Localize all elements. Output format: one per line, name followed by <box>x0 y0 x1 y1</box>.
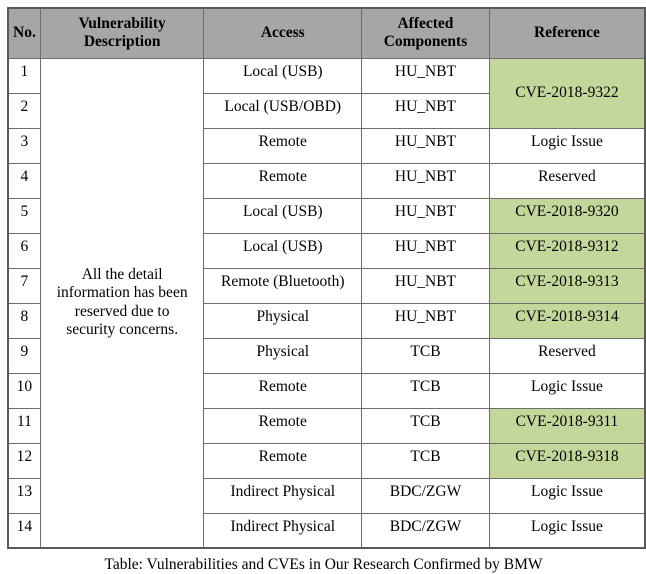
access-cell: Remote (Bluetooth) <box>203 267 363 304</box>
access-cell: Local (USB) <box>203 197 363 234</box>
component-cell: HU_NBT <box>361 302 490 339</box>
row-number: 10 <box>7 372 41 409</box>
access-cell: Remote <box>203 162 363 199</box>
reference-cell: Logic Issue <box>488 372 646 409</box>
table-header-row: No. Vulnerability Description Access Aff… <box>7 7 646 59</box>
row-number: 13 <box>7 477 41 514</box>
component-cell: HU_NBT <box>361 162 490 199</box>
table-row: 1 All the detail information has been re… <box>7 57 646 549</box>
table-row: 13 Indirect Physical BDC/ZGW Logic Issue <box>7 477 646 514</box>
row-number: 11 <box>7 407 41 444</box>
component-cell: TCB <box>361 337 490 374</box>
row-number: 9 <box>7 337 41 374</box>
reference-cell: CVE-2018-9318 <box>488 442 646 479</box>
component-cell: HU_NBT <box>361 92 490 129</box>
access-cell: Indirect Physical <box>203 512 363 549</box>
table-row: 6 Local (USB) HU_NBT CVE-2018-9312 <box>7 232 646 269</box>
component-cell: BDC/ZGW <box>361 512 490 549</box>
row-number: 5 <box>7 197 41 234</box>
access-cell: Remote <box>203 372 363 409</box>
access-cell: Remote <box>203 127 363 164</box>
row-number: 3 <box>7 127 41 164</box>
access-cell: Indirect Physical <box>203 477 363 514</box>
reference-cell: CVE-2018-9322 <box>488 57 646 129</box>
description-cell: All the detail information has been rese… <box>39 57 205 549</box>
header-access: Access <box>203 7 363 59</box>
access-cell: Local (USB) <box>203 57 363 94</box>
table-row: 11 Remote TCB CVE-2018-9311 <box>7 407 646 444</box>
row-number: 6 <box>7 232 41 269</box>
table-row: 3 Remote HU_NBT Logic Issue <box>7 127 646 164</box>
component-cell: TCB <box>361 372 490 409</box>
reference-cell: CVE-2018-9320 <box>488 197 646 234</box>
reference-cell: Reserved <box>488 162 646 199</box>
row-number: 8 <box>7 302 41 339</box>
row-number: 7 <box>7 267 41 304</box>
header-description: Vulnerability Description <box>39 7 205 59</box>
component-cell: HU_NBT <box>361 232 490 269</box>
reference-cell: CVE-2018-9311 <box>488 407 646 444</box>
table-row: 2 Local (USB/OBD) HU_NBT <box>7 92 645 129</box>
reference-cell: Reserved <box>488 337 646 374</box>
vulnerability-table: No. Vulnerability Description Access Aff… <box>7 7 646 549</box>
component-cell: HU_NBT <box>361 57 490 94</box>
reference-cell: CVE-2018-9312 <box>488 232 646 269</box>
row-number: 12 <box>7 442 41 479</box>
component-cell: HU_NBT <box>361 197 490 234</box>
table-row: 7 Remote (Bluetooth) HU_NBT CVE-2018-931… <box>7 267 646 304</box>
document-page: No. Vulnerability Description Access Aff… <box>0 7 646 574</box>
reference-cell: Logic Issue <box>488 477 646 514</box>
component-cell: TCB <box>361 442 490 479</box>
component-cell: HU_NBT <box>361 127 490 164</box>
reference-cell: CVE-2018-9314 <box>488 302 646 339</box>
table-row: 10 Remote TCB Logic Issue <box>7 372 646 409</box>
component-cell: BDC/ZGW <box>361 477 490 514</box>
header-reference: Reference <box>488 7 646 59</box>
header-no: No. <box>7 7 41 59</box>
row-number: 1 <box>7 57 41 94</box>
access-cell: Physical <box>203 302 363 339</box>
reference-cell: Logic Issue <box>488 512 646 549</box>
reference-cell: CVE-2018-9313 <box>488 267 646 304</box>
access-cell: Remote <box>203 407 363 444</box>
access-cell: Physical <box>203 337 363 374</box>
reference-cell: Logic Issue <box>488 127 646 164</box>
row-number: 2 <box>7 92 41 129</box>
header-components: Affected Components <box>361 7 490 59</box>
row-number: 4 <box>7 162 41 199</box>
access-cell: Local (USB/OBD) <box>203 92 363 129</box>
table-row: 5 Local (USB) HU_NBT CVE-2018-9320 <box>7 197 646 234</box>
component-cell: HU_NBT <box>361 267 490 304</box>
table-caption: Table: Vulnerabilities and CVEs in Our R… <box>104 556 543 573</box>
table-row: 8 Physical HU_NBT CVE-2018-9314 <box>7 302 646 339</box>
table-row: 14 Indirect Physical BDC/ZGW Logic Issue <box>7 512 646 549</box>
access-cell: Local (USB) <box>203 232 363 269</box>
component-cell: TCB <box>361 407 490 444</box>
row-number: 14 <box>7 512 41 549</box>
access-cell: Remote <box>203 442 363 479</box>
